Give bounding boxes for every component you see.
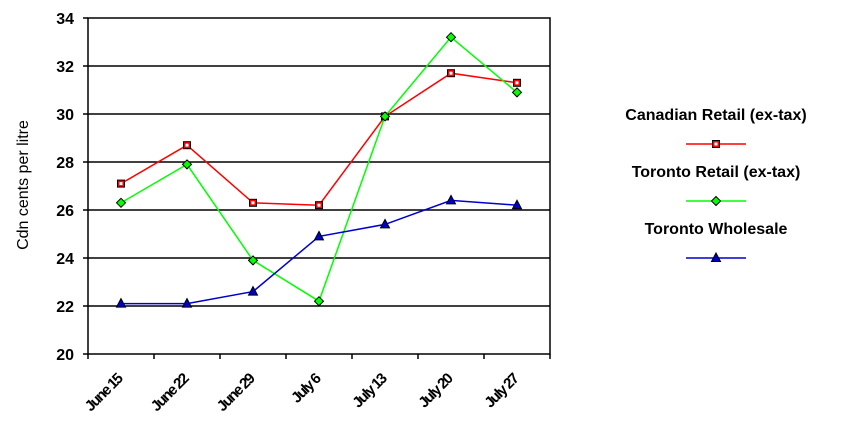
grid-lines [88,65,550,307]
y-axis-ticks: 20 22 24 26 28 30 32 34 [56,11,88,364]
data-point [247,255,259,266]
data-point-center [515,81,519,85]
data-point-center [317,203,321,207]
x-tick-label: July 27 [481,370,522,411]
x-tick-label: July 20 [415,370,456,411]
legend: Canadian Retail (ex-tax) Toronto Retail (… [625,107,807,262]
series-line [121,199,518,305]
data-point [181,297,193,308]
series-line [120,72,518,206]
series-3 [115,194,523,308]
x-tick-label: June 22 [148,370,193,415]
data-point [313,230,325,241]
y-tick-label: 24 [56,251,74,268]
legend-label: Toronto Wholesale [645,221,788,238]
y-tick-label: 22 [56,299,74,316]
y-tick-label: 30 [56,107,74,124]
plot-area [87,17,551,355]
data-point [445,31,457,43]
y-tick-label: 34 [56,11,74,28]
data-point-center [251,201,255,205]
y-tick-label: 32 [56,59,74,76]
legend-label: Canadian Retail (ex-tax) [625,107,806,124]
data-point [511,87,523,98]
y-tick-label: 20 [56,347,74,364]
legend-marker [710,251,722,262]
legend-marker-center [714,142,718,146]
data-point [379,111,391,122]
legend-marker [710,195,722,207]
y-tick-label: 28 [56,155,74,172]
data-point [313,295,325,307]
series-2 [115,31,523,307]
y-tick-label: 26 [56,203,74,220]
x-tick-label: June 15 [82,370,127,415]
series-1 [117,69,521,210]
data-point [247,285,259,296]
series-line [120,36,518,303]
data-point [379,218,391,229]
x-axis-ticks: June 15 June 22 June 29 July 6 July 13 July 2… [82,354,551,415]
legend-label: Toronto Retail (ex-tax) [632,164,801,181]
data-point [115,297,127,308]
data-point-center [449,71,453,75]
y-axis-label: Cdn cents per litre [15,120,32,250]
legend-item: Toronto Wholesale [645,221,788,262]
data-point [115,197,127,209]
x-tick-label: June 29 [214,370,259,415]
data-point-center [185,143,189,147]
legend-item: Canadian Retail (ex-tax) [625,107,807,148]
series-layer [115,31,523,308]
legend-item: Toronto Retail (ex-tax) [632,164,801,207]
data-point [181,159,193,170]
data-point-center [119,182,123,186]
data-point [445,194,457,205]
x-tick-label: July 6 [288,370,325,407]
data-point [511,199,523,210]
x-tick-label: July 13 [349,370,390,411]
